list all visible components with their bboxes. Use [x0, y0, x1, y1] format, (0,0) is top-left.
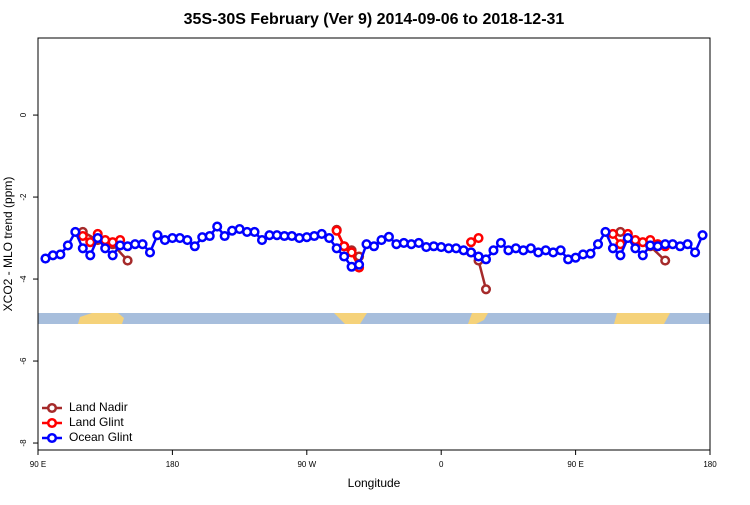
data-point — [85, 250, 96, 261]
data-point — [660, 255, 671, 266]
y-tick-label: 0 — [19, 112, 28, 117]
x-tick-label: 0 — [439, 460, 444, 469]
data-point — [55, 249, 66, 260]
data-point — [92, 233, 103, 244]
land-ocean-strip — [38, 313, 710, 324]
data-point — [466, 237, 477, 248]
data-point — [144, 247, 156, 258]
land-shape — [78, 313, 124, 324]
data-point — [316, 228, 327, 240]
ocean-strip — [38, 313, 710, 324]
chart-title: 35S-30S February (Ver 9) 2014-09-06 to 2… — [184, 11, 565, 28]
data-point — [495, 237, 506, 249]
data-point — [585, 248, 596, 259]
data-point — [615, 250, 626, 261]
legend-swatch-marker — [46, 402, 58, 414]
y-axis-label: XCO2 - MLO trend (ppm) — [1, 177, 15, 312]
data-point — [137, 239, 148, 250]
data-point — [100, 243, 111, 254]
legend-label: Ocean Glint — [69, 430, 133, 444]
land-shape — [468, 313, 488, 324]
data-point — [331, 225, 342, 236]
data-point — [62, 240, 73, 251]
data-point — [480, 284, 492, 295]
data-point — [354, 259, 365, 270]
data-point — [600, 226, 611, 237]
data-point — [85, 237, 96, 248]
data-point — [107, 250, 118, 261]
y-tick-label: -4 — [19, 275, 28, 283]
data-point — [480, 254, 492, 265]
data-point — [77, 230, 88, 242]
data-point — [182, 235, 193, 246]
data-point — [331, 243, 342, 254]
data-point — [212, 221, 223, 232]
data-point — [525, 243, 536, 254]
data-point — [473, 233, 484, 244]
data-point — [592, 239, 604, 250]
data-point — [219, 230, 230, 242]
data-point — [368, 241, 380, 252]
legend-label: Land Nadir — [69, 400, 128, 414]
x-axis-label: Longitude — [348, 476, 401, 490]
data-point — [622, 233, 633, 244]
data-point — [682, 239, 693, 250]
y-tick-label: -8 — [19, 439, 28, 447]
x-tick-label: 90 W — [297, 460, 316, 469]
legend-swatch-marker — [46, 417, 58, 429]
data-point — [555, 245, 566, 256]
x-tick-label: 180 — [166, 460, 180, 469]
data-point — [256, 235, 268, 246]
data-point — [339, 251, 350, 262]
data-point — [413, 237, 424, 249]
data-point — [383, 231, 394, 242]
land-shape — [614, 313, 670, 324]
y-tick-label: -6 — [19, 357, 28, 365]
legend-swatch-marker — [46, 432, 58, 444]
x-tick-label: 180 — [703, 460, 717, 469]
data-point — [466, 247, 477, 258]
plot-frame — [37, 37, 711, 451]
data-point — [630, 243, 641, 254]
data-point — [70, 226, 81, 237]
data-point — [637, 250, 648, 261]
data-point — [690, 247, 701, 258]
data-point — [249, 226, 260, 237]
data-point — [697, 230, 708, 241]
x-tick-label: 90 E — [30, 460, 46, 469]
data-point — [607, 243, 618, 254]
land-shape — [334, 313, 367, 324]
data-point — [152, 230, 163, 241]
y-tick-label: -2 — [19, 193, 28, 201]
data-point — [488, 245, 499, 256]
data-point — [189, 241, 200, 252]
data-point — [346, 247, 357, 258]
legend-label: Land Glint — [69, 415, 124, 429]
data-point — [122, 255, 133, 266]
x-tick-label: 90 E — [567, 460, 583, 469]
data-point — [77, 243, 88, 254]
data-point — [324, 233, 335, 244]
data-point — [204, 230, 215, 242]
